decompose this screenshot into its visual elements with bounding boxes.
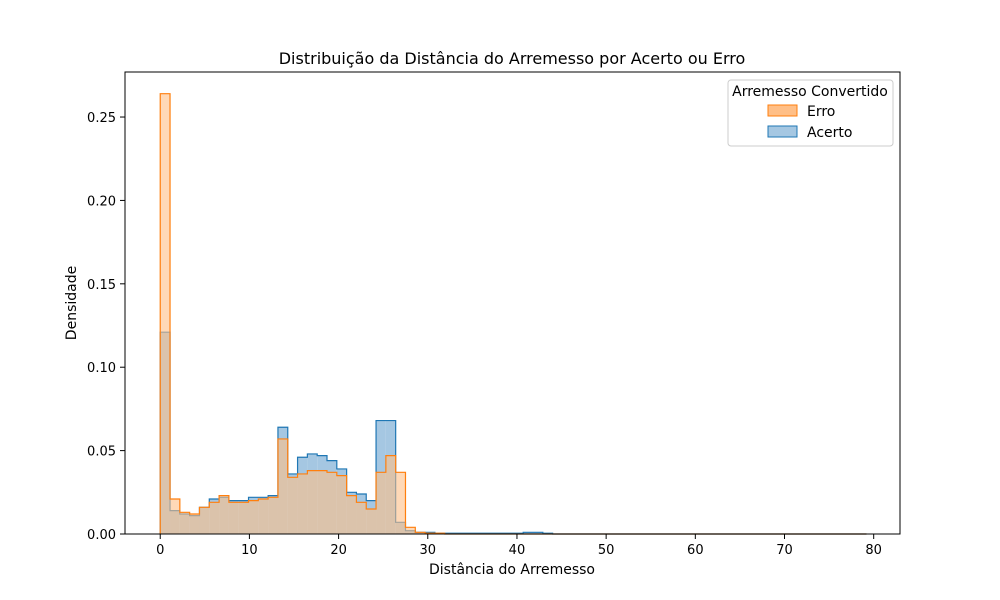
y-tick-label: 0.15 (87, 278, 116, 293)
y-axis-label: Densidade (64, 266, 80, 340)
histogram-bar (199, 507, 210, 534)
histogram-bar (189, 513, 200, 534)
histogram-bar (160, 93, 171, 534)
x-tick-label: 0 (156, 543, 164, 558)
legend-label-acerto: Acerto (807, 125, 852, 141)
histogram-bar (346, 495, 357, 534)
x-tick-label: 70 (776, 543, 793, 558)
y-axis-ticks: 0.00 0.05 0.10 0.15 0.20 0.25 (87, 111, 125, 543)
legend-swatch-acerto (767, 125, 798, 138)
histogram-bar (268, 497, 278, 534)
histogram-bar (238, 502, 249, 534)
histogram-bar (307, 470, 318, 534)
histogram-bar (523, 532, 534, 534)
y-tick-label: 0.10 (87, 361, 116, 376)
histogram-bar (533, 532, 543, 534)
x-tick-label: 20 (330, 543, 347, 558)
legend-label-erro: Erro (807, 104, 835, 120)
histogram-bar (376, 472, 386, 534)
histogram-bar (228, 502, 239, 534)
plot-frame (124, 71, 901, 535)
legend-title: Arremesso Convertido (732, 84, 888, 100)
y-tick-label: 0.25 (87, 111, 116, 126)
histogram-bar (317, 470, 327, 534)
x-tick-label: 80 (865, 543, 882, 558)
x-tick-label: 40 (509, 543, 526, 558)
histogram-bar (258, 498, 269, 534)
histogram-bar (415, 532, 426, 534)
histogram-bar (366, 508, 377, 534)
x-tick-label: 10 (241, 543, 258, 558)
series-erro-fill (160, 93, 445, 534)
x-axis-ticks: 0 10 20 30 40 50 60 70 80 (156, 534, 882, 558)
y-tick-label: 0.20 (87, 194, 116, 209)
histogram-bar (385, 455, 396, 534)
histogram-bar (405, 527, 416, 534)
x-tick-label: 60 (687, 543, 704, 558)
chart-title: Distribuição da Distância do Arremesso p… (279, 49, 746, 68)
x-axis-label: Distância do Arremesso (429, 562, 595, 578)
histogram-bar (336, 475, 347, 534)
histogram-bar (297, 473, 308, 534)
histogram-bar (209, 502, 220, 534)
histogram-bar (277, 438, 288, 534)
histogram-bar (287, 477, 298, 534)
y-tick-label: 0.05 (87, 445, 116, 460)
legend-swatch-erro (767, 104, 798, 117)
histogram-bar (326, 472, 337, 534)
histogram-bar (170, 498, 180, 534)
histogram-bar (395, 472, 406, 534)
y-tick-label: 0.00 (87, 528, 116, 543)
series-erro (159, 93, 867, 535)
x-tick-label: 50 (598, 543, 615, 558)
histogram-bars (159, 93, 867, 535)
x-tick-label: 30 (420, 543, 437, 558)
legend: Arremesso Convertido Erro Acerto (727, 79, 894, 147)
histogram-bar (356, 502, 367, 534)
histogram-bar (219, 495, 229, 534)
histogram-bar (179, 512, 190, 534)
histogram-bar (248, 500, 259, 534)
